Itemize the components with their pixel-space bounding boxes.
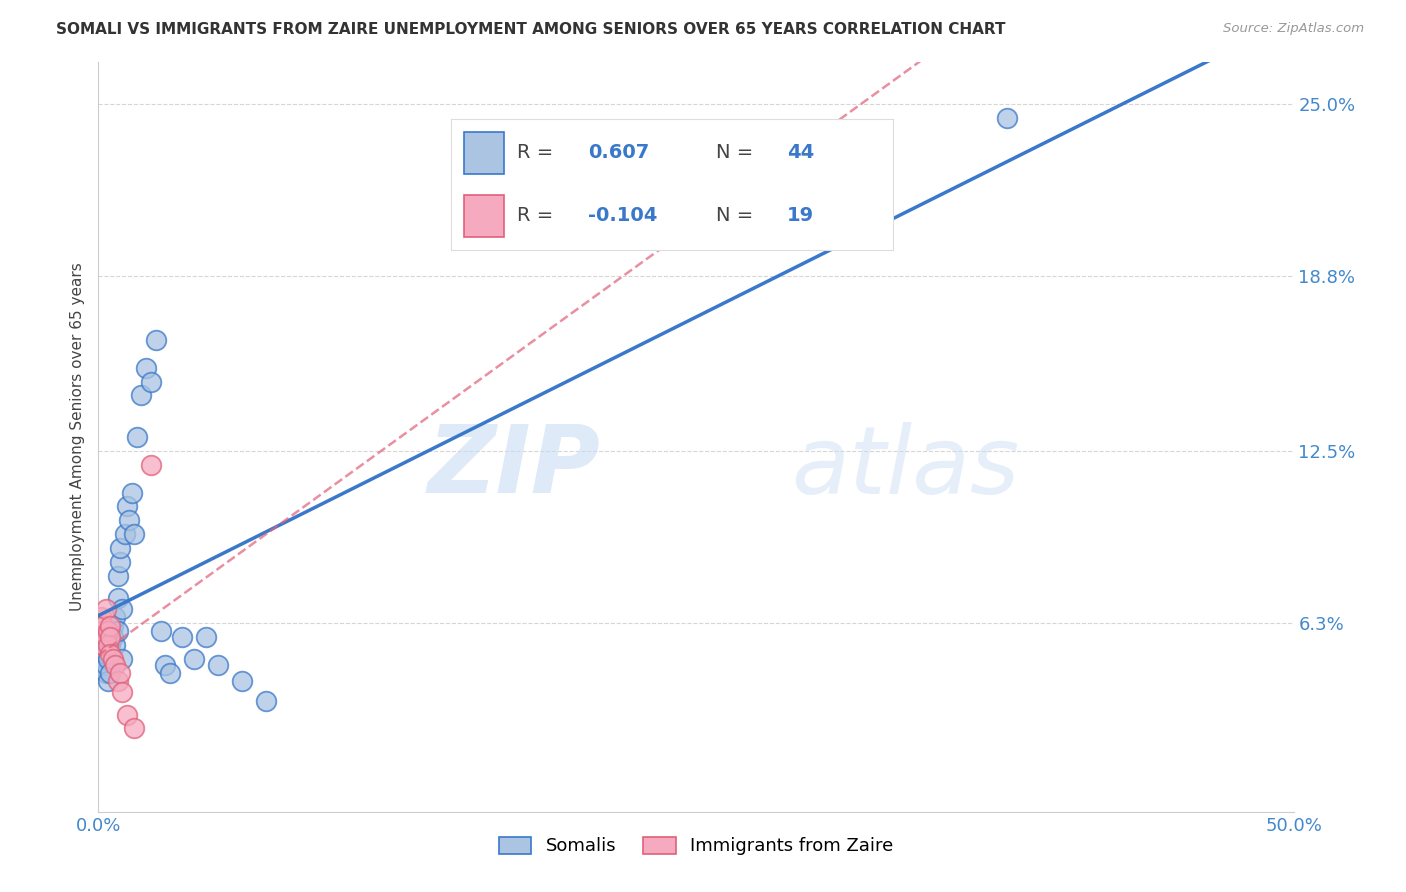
Point <box>231 674 253 689</box>
Text: Source: ZipAtlas.com: Source: ZipAtlas.com <box>1223 22 1364 36</box>
Point <box>98 647 122 661</box>
Point <box>149 624 172 639</box>
Point <box>94 665 117 680</box>
Point <box>995 111 1018 125</box>
Legend: Somalis, Immigrants from Zaire: Somalis, Immigrants from Zaire <box>491 830 901 863</box>
Point <box>111 602 134 616</box>
Point <box>111 652 134 666</box>
Point <box>101 619 124 633</box>
Point <box>91 619 114 633</box>
Point <box>101 630 124 644</box>
Point <box>107 569 129 583</box>
Point <box>124 722 146 736</box>
Point <box>97 624 120 639</box>
Point <box>94 630 117 644</box>
Point <box>118 513 141 527</box>
Point <box>107 591 129 605</box>
Point <box>90 644 112 658</box>
Point <box>91 638 114 652</box>
Point <box>90 624 112 639</box>
Point <box>131 388 153 402</box>
Point <box>108 665 131 680</box>
Point <box>90 657 112 672</box>
Point <box>107 624 129 639</box>
Point <box>94 647 117 661</box>
Point <box>135 360 157 375</box>
Point <box>97 638 120 652</box>
Point <box>155 657 177 672</box>
Point <box>111 685 134 699</box>
Point <box>94 602 117 616</box>
Text: atlas: atlas <box>792 422 1019 513</box>
Point <box>101 652 124 666</box>
Point <box>125 430 148 444</box>
Point <box>104 657 127 672</box>
Point <box>159 665 181 680</box>
Text: SOMALI VS IMMIGRANTS FROM ZAIRE UNEMPLOYMENT AMONG SENIORS OVER 65 YEARS CORRELA: SOMALI VS IMMIGRANTS FROM ZAIRE UNEMPLOY… <box>56 22 1005 37</box>
Point <box>104 610 127 624</box>
Point <box>97 652 120 666</box>
Point <box>94 657 117 672</box>
Point <box>91 652 114 666</box>
Point <box>98 638 122 652</box>
Text: ZIP: ZIP <box>427 421 600 513</box>
Point <box>114 527 136 541</box>
Point <box>172 630 194 644</box>
Point <box>97 630 120 644</box>
Point <box>145 333 167 347</box>
Point <box>98 619 122 633</box>
Point <box>183 652 205 666</box>
Point <box>98 630 122 644</box>
Point <box>254 694 277 708</box>
Y-axis label: Unemployment Among Seniors over 65 years: Unemployment Among Seniors over 65 years <box>70 263 86 611</box>
Point <box>115 500 138 514</box>
Point <box>91 638 114 652</box>
Point <box>107 674 129 689</box>
Point <box>115 707 138 722</box>
Point <box>207 657 229 672</box>
Point <box>121 485 143 500</box>
Point <box>98 624 122 639</box>
Point <box>97 674 120 689</box>
Point <box>108 541 131 555</box>
Point <box>98 665 122 680</box>
Point <box>104 638 127 652</box>
Point <box>195 630 218 644</box>
Point <box>108 555 131 569</box>
Point <box>90 610 112 624</box>
Point <box>124 527 146 541</box>
Point <box>139 458 162 472</box>
Point <box>139 375 162 389</box>
